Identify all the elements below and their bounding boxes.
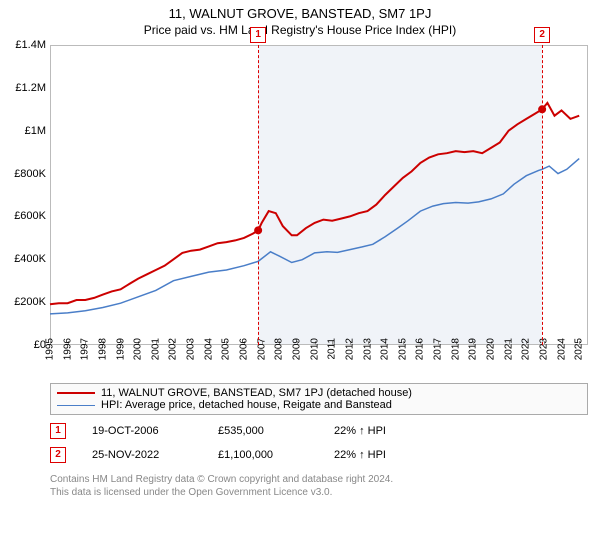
chart-area: £0£200K£400K£600K£800K£1M£1.2M£1.4M19951… [50,45,588,345]
xtick-label: 2022 [521,338,532,360]
transaction-badge: 2 [50,447,66,463]
legend-item-hpi: HPI: Average price, detached house, Reig… [57,399,581,411]
titles: 11, WALNUT GROVE, BANSTEAD, SM7 1PJ Pric… [0,0,600,39]
transaction-price: £1,100,000 [218,449,308,461]
legend: 11, WALNUT GROVE, BANSTEAD, SM7 1PJ (det… [50,383,588,415]
ytick-label: £1.4M [2,39,46,51]
ytick-label: £0 [2,339,46,351]
transaction-badge: 1 [50,423,66,439]
series-hpi [50,159,579,314]
xtick-label: 2023 [538,338,549,360]
transaction-date: 19-OCT-2006 [92,425,192,437]
xtick-label: 1999 [115,338,126,360]
legend-label-hpi: HPI: Average price, detached house, Reig… [101,399,392,411]
xtick-label: 2016 [415,338,426,360]
footer-line-1: Contains HM Land Registry data © Crown c… [50,473,588,486]
legend-label-price: 11, WALNUT GROVE, BANSTEAD, SM7 1PJ (det… [101,387,412,399]
transaction-row: 1 19-OCT-2006 £535,000 22% ↑ HPI [50,423,600,439]
xtick-label: 2019 [468,338,479,360]
xtick-label: 2012 [344,338,355,360]
xtick-label: 2017 [433,338,444,360]
title-line-1: 11, WALNUT GROVE, BANSTEAD, SM7 1PJ [0,6,600,21]
xtick-label: 2004 [203,338,214,360]
legend-swatch-hpi [57,405,95,406]
xtick-label: 2021 [503,338,514,360]
xtick-label: 2020 [485,338,496,360]
xtick-label: 2008 [274,338,285,360]
xtick-label: 2011 [327,338,338,360]
xtick-label: 2006 [239,338,250,360]
xtick-label: 1997 [80,338,91,360]
xtick-label: 2010 [309,338,320,360]
xtick-label: 2005 [221,338,232,360]
ytick-label: £600K [2,210,46,222]
transaction-price: £535,000 [218,425,308,437]
xtick-label: 2000 [133,338,144,360]
footer-line-2: This data is licensed under the Open Gov… [50,486,588,499]
chart-container: 11, WALNUT GROVE, BANSTEAD, SM7 1PJ Pric… [0,0,600,560]
marker-line [258,45,259,345]
transaction-delta: 22% ↑ HPI [334,425,386,437]
xtick-label: 2003 [186,338,197,360]
ytick-label: £400K [2,253,46,265]
xtick-label: 2009 [291,338,302,360]
plot-svg [50,45,588,345]
transaction-row: 2 25-NOV-2022 £1,100,000 22% ↑ HPI [50,447,600,463]
marker-badge: 2 [534,27,550,43]
xtick-label: 2002 [168,338,179,360]
xtick-label: 2015 [397,338,408,360]
marker-badge: 1 [250,27,266,43]
xtick-label: 2014 [380,338,391,360]
transaction-date: 25-NOV-2022 [92,449,192,461]
transaction-delta: 22% ↑ HPI [334,449,386,461]
xtick-label: 2001 [150,338,161,360]
xtick-label: 1996 [62,338,73,360]
legend-swatch-price [57,392,95,394]
xtick-label: 2013 [362,338,373,360]
ytick-label: £200K [2,296,46,308]
series-price_paid [50,103,579,304]
title-line-2: Price paid vs. HM Land Registry's House … [0,23,600,37]
xtick-label: 1995 [45,338,56,360]
ytick-label: £800K [2,168,46,180]
xtick-label: 1998 [97,338,108,360]
xtick-label: 2018 [450,338,461,360]
xtick-label: 2024 [556,338,567,360]
ytick-label: £1M [2,125,46,137]
ytick-label: £1.2M [2,82,46,94]
footer: Contains HM Land Registry data © Crown c… [50,473,588,499]
xtick-label: 2025 [574,338,585,360]
transactions: 1 19-OCT-2006 £535,000 22% ↑ HPI 2 25-NOV-202… [0,423,600,463]
legend-item-price: 11, WALNUT GROVE, BANSTEAD, SM7 1PJ (det… [57,387,581,399]
marker-line [542,45,543,345]
